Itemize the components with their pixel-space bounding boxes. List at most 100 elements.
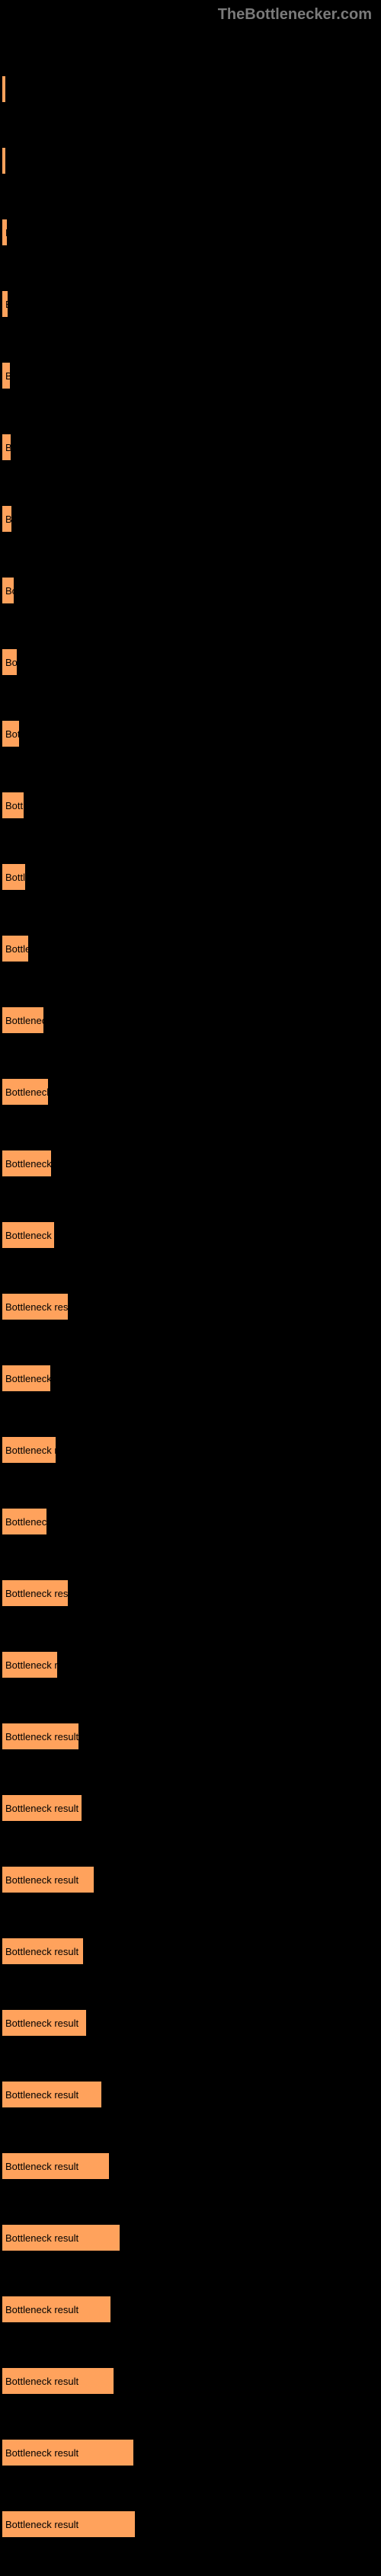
bottleneck-bar: Bottleneck result [2,219,8,246]
bottleneck-bar: Bottleneck result [2,2510,136,2538]
bottleneck-bar: Bottleneck result [2,1150,52,1177]
bar-label: Bottleneck result [5,1731,78,1742]
bottleneck-bar: Bottleneck result [2,1006,44,1034]
bar-row: Bottleneck result [2,341,381,409]
bottleneck-chart: Bottleneck result Bottleneck result Bottle… [0,24,381,2576]
bar-label: Bottleneck result [5,442,11,453]
bottleneck-bar: Bottleneck result [2,1794,82,1822]
bar-row: Bottleneck result [2,842,381,910]
bar-label: Bottleneck result [5,1015,44,1026]
bottleneck-bar: Bottleneck result [2,1579,69,1607]
bottleneck-bar: Bottleneck result [2,1078,49,1106]
bottleneck-bar: Bottleneck result [2,720,20,747]
bottleneck-bar: Bottleneck result [2,1723,79,1750]
bar-label: Bottleneck result [5,1086,49,1098]
bottleneck-bar: Bottleneck result [2,1293,69,1320]
bar-row: Bottleneck result [2,126,381,194]
bar-label: Bottleneck result [5,227,8,238]
bar-label: Bottleneck result [5,299,8,310]
bottleneck-bar: Bottleneck result [2,147,6,174]
bar-row: Bottleneck result [2,2274,381,2343]
bar-row: Bottleneck result [2,699,381,767]
bar-label: Bottleneck result [5,155,6,167]
bar-label: Bottleneck result [5,872,26,883]
bar-row: Bottleneck result [2,1200,381,1269]
bar-label: Bottleneck result [5,728,20,740]
bar-row: Bottleneck result [2,627,381,696]
bar-row: Bottleneck result [2,2059,381,2128]
bar-label: Bottleneck result [5,1230,55,1241]
bar-row: Bottleneck result [2,914,381,982]
bar-row: Bottleneck result [2,1343,381,1412]
bar-label: Bottleneck result [5,1158,52,1170]
bar-row: Bottleneck result [2,1845,381,1913]
bar-row: Bottleneck result [2,1773,381,1842]
bar-label: Bottleneck result [5,2089,78,2101]
bar-row: Bottleneck result [2,197,381,266]
bar-label: Bottleneck result [5,2232,78,2244]
bottleneck-bar: Bottleneck result [2,935,29,962]
bar-row: Bottleneck result [2,269,381,338]
bar-label: Bottleneck result [5,2018,78,2029]
bar-label: Bottleneck result [5,1516,47,1528]
bar-label: Bottleneck result [5,2447,78,2459]
bar-label: Bottleneck result [5,1301,69,1313]
site-brand: TheBottlenecker.com [218,6,372,23]
bottleneck-bar: Bottleneck result [2,2439,134,2466]
bottleneck-bar: Bottleneck result [2,75,6,103]
bar-row: Bottleneck result [2,770,381,839]
bar-row: Bottleneck result [2,1415,381,1483]
bar-label: Bottleneck result [5,514,12,525]
bar-label: Bottleneck result [5,1588,69,1599]
bar-label: Bottleneck result [5,1803,78,1814]
bar-row: Bottleneck result [2,2203,381,2271]
bottleneck-bar: Bottleneck result [2,1365,51,1392]
bar-label: Bottleneck result [5,2376,78,2387]
bar-row: Bottleneck result [2,1128,381,1197]
bottleneck-bar: Bottleneck result [2,2152,110,2180]
bar-row: Bottleneck result [2,1057,381,1125]
bar-row: Bottleneck result [2,1272,381,1340]
bar-row: Bottleneck result [2,1630,381,1698]
bar-row: Bottleneck result [2,1558,381,1627]
bar-label: Bottleneck result [5,1946,78,1957]
bottleneck-bar: Bottleneck result [2,863,26,891]
bar-row: Bottleneck result [2,985,381,1054]
bottleneck-bar: Bottleneck result [2,577,14,604]
bottleneck-bar: Bottleneck result [2,2367,114,2395]
bottleneck-bar: Bottleneck result [2,792,24,819]
bar-label: Bottleneck result [5,370,11,382]
bottleneck-bar: Bottleneck result [2,2296,111,2323]
bottleneck-bar: Bottleneck result [2,1651,58,1678]
bar-label: Bottleneck result [5,943,29,955]
bottleneck-bar: Bottleneck result [2,362,11,389]
bar-row: Bottleneck result [2,2418,381,2486]
bar-row: Bottleneck result [2,484,381,552]
bottleneck-bar: Bottleneck result [2,2009,87,2037]
bar-row: Bottleneck result [2,1988,381,2056]
bar-row: Bottleneck result [2,54,381,123]
bottleneck-bar: Bottleneck result [2,1938,84,1965]
bar-row: Bottleneck result [2,2346,381,2414]
bottleneck-bar: Bottleneck result [2,434,11,461]
bar-row: Bottleneck result [2,412,381,481]
bar-row: Bottleneck result [2,2489,381,2558]
bar-row: Bottleneck result [2,2131,381,2200]
bar-label: Bottleneck result [5,2304,78,2315]
bar-row: Bottleneck result [2,1486,381,1555]
bottleneck-bar: Bottleneck result [2,290,8,318]
bar-label: Bottleneck result [5,1373,51,1384]
bar-label: Bottleneck result [5,1445,56,1456]
bar-row: Bottleneck result [2,1701,381,1770]
bar-label: Bottleneck result [5,2161,78,2172]
bar-label: Bottleneck result [5,657,18,668]
bottleneck-bar: Bottleneck result [2,1508,47,1535]
bar-row: Bottleneck result [2,1916,381,1985]
bottleneck-bar: Bottleneck result [2,505,12,533]
bottleneck-bar: Bottleneck result [2,648,18,676]
bar-row: Bottleneck result [2,555,381,624]
bottleneck-bar: Bottleneck result [2,1866,94,1893]
bar-label: Bottleneck result [5,585,14,597]
bar-label: Bottleneck result [5,84,6,95]
bottleneck-bar: Bottleneck result [2,2224,120,2251]
